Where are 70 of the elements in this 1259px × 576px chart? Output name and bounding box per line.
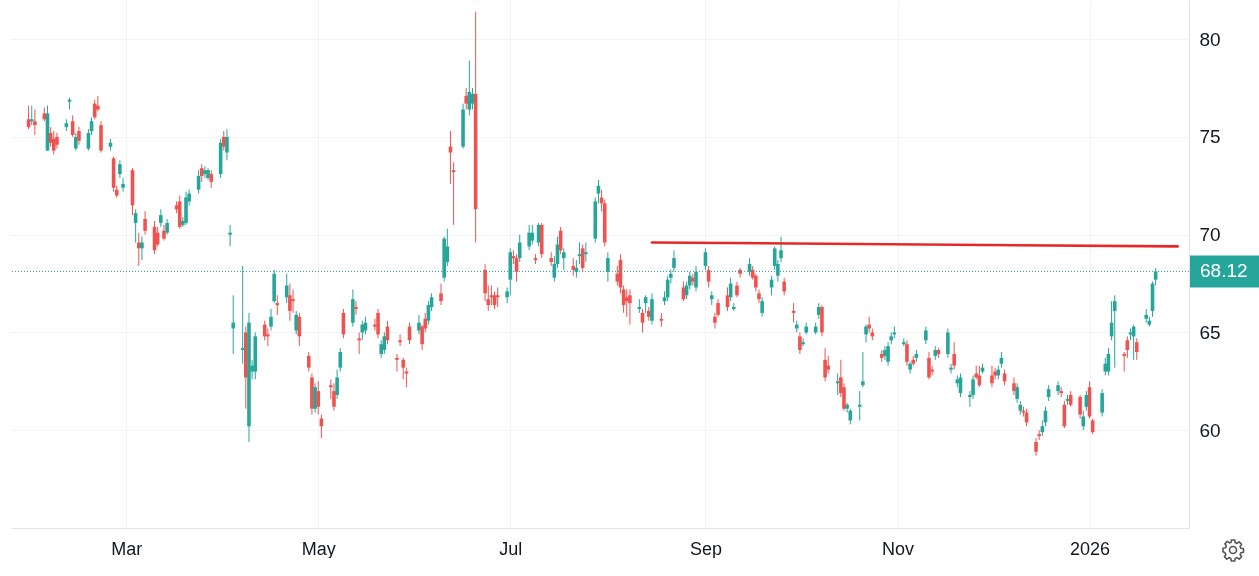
candlestick: [143, 210, 147, 236]
candlestick: [55, 132, 59, 150]
candlestick: [628, 288, 632, 326]
candlestick: [1100, 388, 1104, 418]
candlestick: [401, 357, 406, 380]
candlestick: [738, 267, 742, 279]
candlestick: [316, 380, 321, 416]
x-tick-label: Sep: [689, 538, 722, 559]
candlestick: [335, 369, 339, 400]
candlestick: [29, 105, 34, 126]
candlestick: [1081, 410, 1086, 431]
candlestick: [949, 363, 953, 375]
candlestick: [162, 224, 166, 242]
candlestick: [398, 333, 402, 347]
candlestick: [354, 300, 358, 316]
candlestick: [294, 310, 298, 335]
candlestick: [464, 87, 468, 111]
candlestick: [140, 236, 144, 261]
candlestick: [332, 382, 336, 412]
candlestick: [1012, 376, 1016, 396]
candlestick: [1134, 337, 1139, 361]
candlestick: [886, 341, 890, 367]
candlestick: [288, 283, 292, 322]
candlestick: [527, 224, 531, 251]
candlestick: [517, 234, 522, 263]
candlestick: [33, 109, 37, 136]
candlestick: [801, 337, 805, 347]
candlestick: [51, 130, 56, 155]
candlestick: [952, 341, 956, 371]
y-tick-label: 65: [1199, 321, 1221, 343]
candlestick: [351, 288, 355, 328]
candlestick: [439, 283, 443, 306]
y-tick-label: 60: [1199, 419, 1221, 441]
candlestick: [562, 247, 566, 271]
candlestick: [908, 361, 912, 375]
candlestick: [864, 324, 868, 343]
candlestick: [584, 241, 588, 263]
candlestick: [357, 331, 361, 355]
candlestick: [228, 224, 232, 247]
candlestick: [284, 273, 289, 304]
x-tick-label: May: [301, 538, 336, 559]
candlestick: [927, 351, 931, 380]
candlestick: [266, 328, 270, 347]
candlestick: [1112, 294, 1117, 369]
y-tick-label: 70: [1199, 224, 1221, 246]
candlestick: [395, 353, 399, 373]
candlestick: [306, 351, 311, 373]
candlestick: [1015, 382, 1019, 404]
candlestick: [760, 296, 764, 318]
x-tick-label: Jul: [499, 538, 523, 559]
y-tick-label: 80: [1199, 28, 1221, 50]
y-tick-label: 75: [1199, 126, 1221, 148]
x-tick-label: Nov: [882, 538, 915, 559]
candlestick: [798, 331, 802, 355]
x-tick-label: Mar: [111, 538, 143, 559]
candlestick: [92, 99, 97, 120]
candlestick: [121, 177, 125, 193]
candlestick: [857, 390, 862, 421]
candlestick: [231, 294, 236, 355]
candlestick: [225, 128, 229, 161]
candlestick: [990, 365, 994, 388]
candlestick: [376, 308, 380, 339]
x-tick-label: 2026: [1070, 538, 1111, 559]
candlestick: [946, 328, 950, 359]
candlestick: [269, 308, 273, 331]
candlestick: [1078, 394, 1082, 419]
candlestick: [338, 347, 343, 373]
ref-line-label: 68.12: [1200, 260, 1248, 282]
candlestick: [757, 288, 761, 304]
candlestick: [861, 351, 865, 388]
